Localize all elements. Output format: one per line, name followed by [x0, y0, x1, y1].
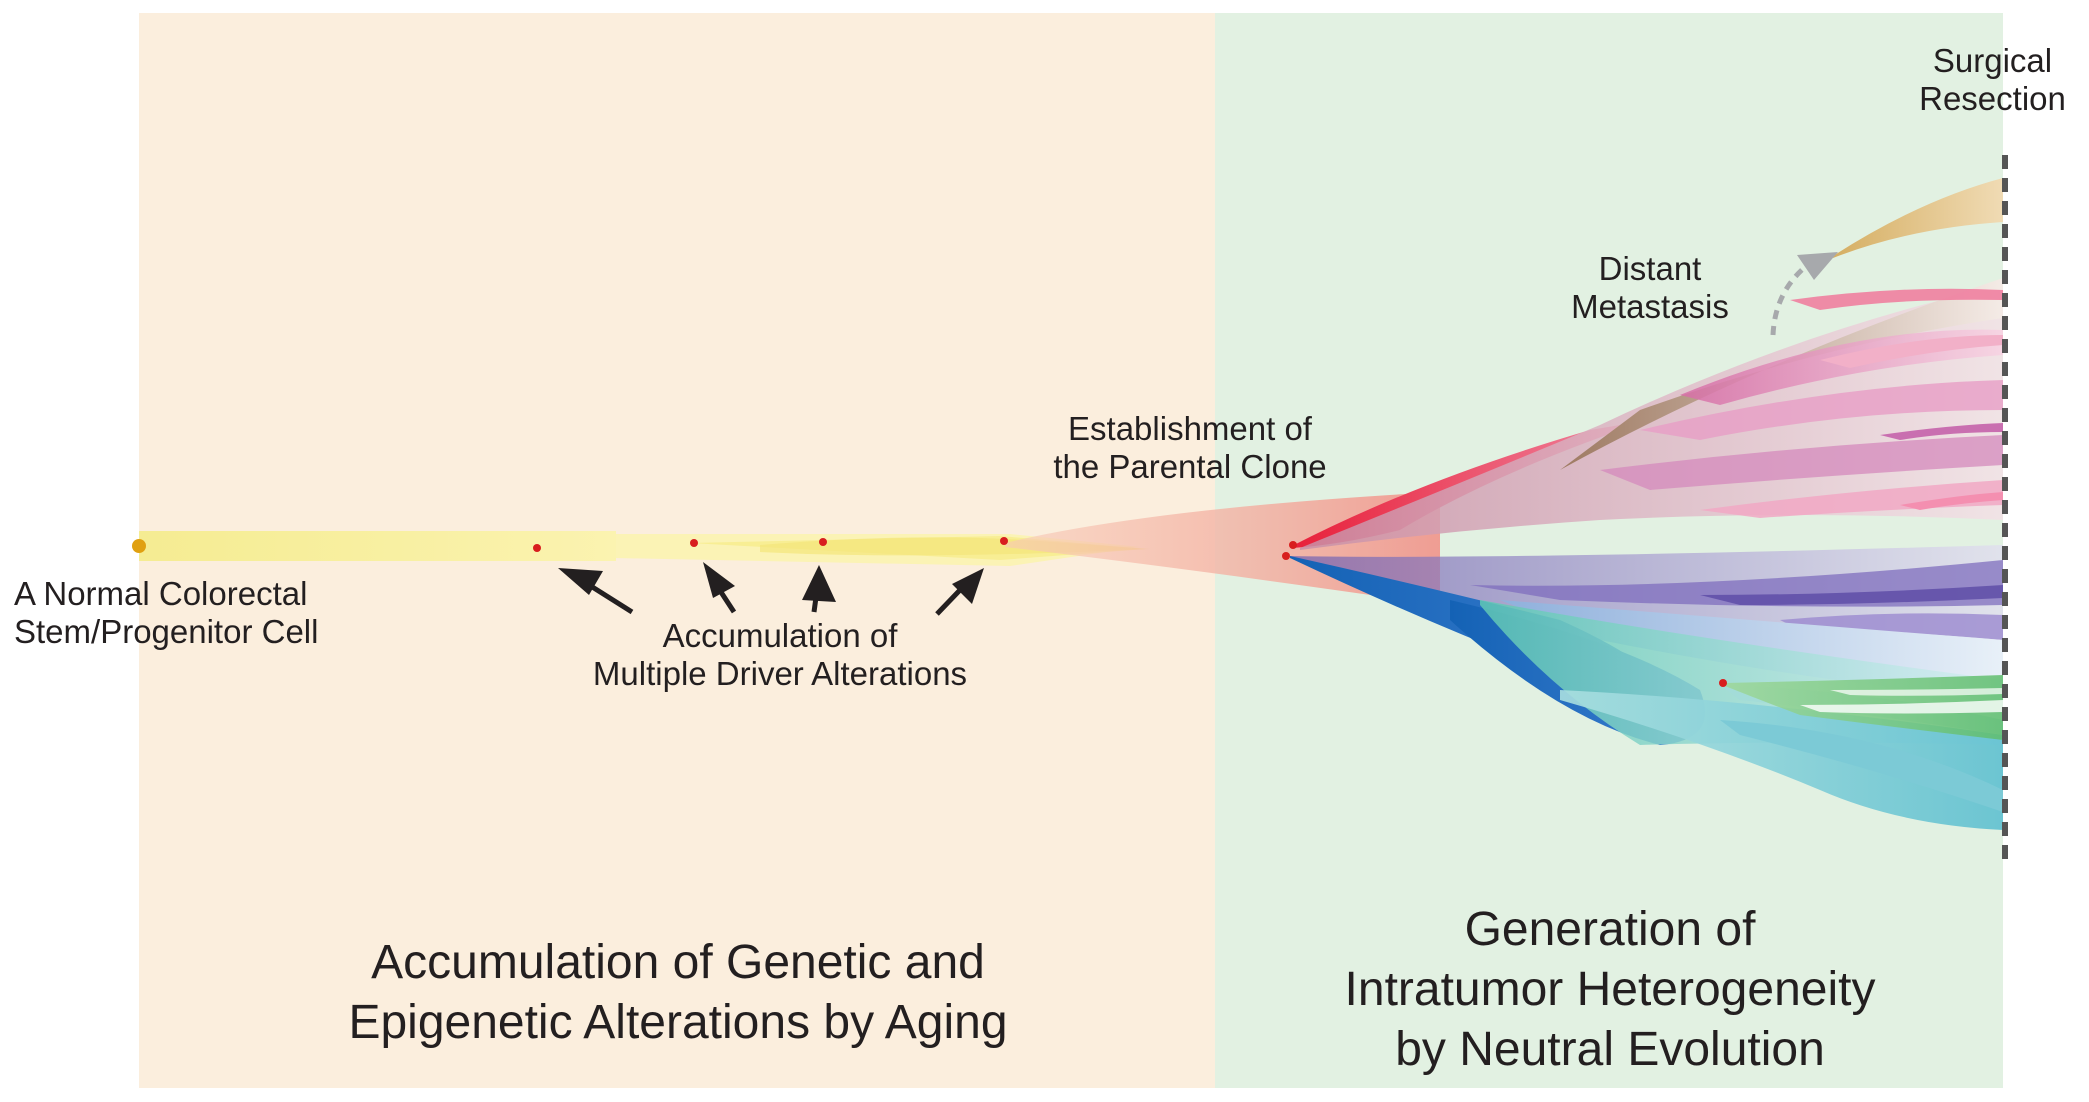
normal-cell-label-line2: Stem/Progenitor Cell	[14, 612, 319, 650]
alteration-dot-1	[533, 544, 541, 552]
surgical-resection-label-line2: Resection	[1919, 79, 2066, 117]
alteration-dot-3	[819, 538, 827, 546]
heterogeneity-phase-title-line1: Generation of	[1464, 903, 1756, 956]
heterogeneity-phase-title: Generation of Intratumor Heterogeneity b…	[1250, 900, 1970, 1080]
normal-cell-label: A Normal Colorectal Stem/Progenitor Cell	[14, 575, 318, 651]
red-subclone-fan	[1292, 278, 2003, 550]
parental-clone-label-line1: Establishment of	[1068, 410, 1312, 447]
blue-subclone-fan	[1290, 545, 2003, 830]
aging-phase-title: Accumulation of Genetic and Epigenetic A…	[180, 933, 1176, 1053]
aging-phase-title-line2: Epigenetic Alterations by Aging	[348, 996, 1008, 1049]
parental-dot-red	[1289, 541, 1297, 549]
driver-alterations-label-line2: Multiple Driver Alterations	[592, 654, 968, 692]
aging-phase-title-line1: Accumulation of Genetic and	[371, 936, 985, 989]
metastasis-branch	[1833, 178, 2003, 258]
parental-clone-label: Establishment of the Parental Clone	[1010, 410, 1370, 486]
grey-dashed-arrow-icon	[1770, 261, 1812, 336]
surgical-resection-label: Surgical Resection	[1900, 42, 2085, 118]
black-arrow-icon	[558, 562, 984, 616]
driver-alterations-label: Accumulation of Multiple Driver Alterati…	[540, 617, 1020, 693]
heterogeneity-phase-title-line3: by Neutral Evolution	[1395, 1023, 1825, 1076]
parental-dot-blue	[1282, 552, 1290, 560]
distant-metastasis-label-line2: Metastasis	[1571, 287, 1729, 325]
distant-metastasis-label: Distant Metastasis	[1550, 250, 1750, 326]
normal-cell-dot	[132, 539, 146, 553]
driver-alterations-label-line1: Accumulation of	[662, 617, 898, 654]
surgical-resection-label-line1: Surgical	[1932, 42, 2053, 79]
normal-cell-label-line1: A Normal Colorectal	[14, 575, 308, 612]
alteration-dot-2	[690, 539, 698, 547]
grey-arrow-head	[1797, 252, 1838, 280]
alteration-dot-4	[1000, 537, 1008, 545]
subclone-dot	[1719, 679, 1727, 687]
parental-clone-label-line2: the Parental Clone	[1053, 447, 1327, 485]
heterogeneity-phase-title-line2: Intratumor Heterogeneity	[1344, 963, 1876, 1016]
distant-metastasis-label-line1: Distant	[1598, 250, 1702, 287]
